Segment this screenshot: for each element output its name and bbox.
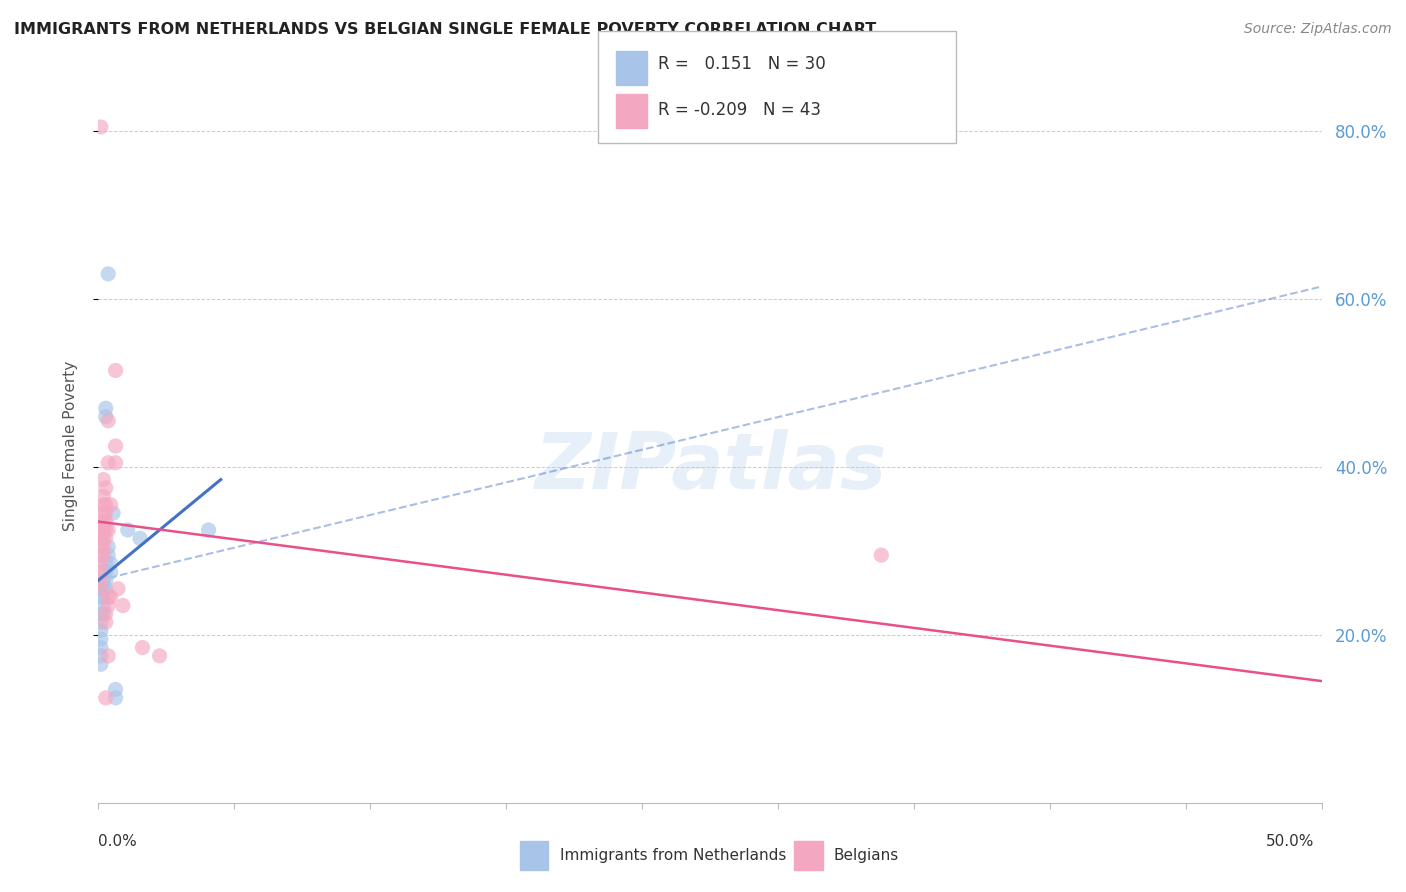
Point xyxy=(129,532,152,546)
Point xyxy=(91,523,114,537)
Point xyxy=(91,607,114,621)
Point xyxy=(94,615,117,630)
Point xyxy=(91,489,114,503)
Point xyxy=(90,590,112,604)
Point xyxy=(94,481,117,495)
Point xyxy=(90,640,112,655)
Point xyxy=(97,540,120,554)
Text: ZIPatlas: ZIPatlas xyxy=(534,429,886,506)
Point xyxy=(101,506,124,520)
Point xyxy=(90,657,112,672)
Point xyxy=(90,565,112,579)
Point xyxy=(90,540,112,554)
Point xyxy=(104,363,127,377)
Point xyxy=(94,532,117,546)
Point xyxy=(90,548,112,562)
Point xyxy=(104,682,127,697)
Point xyxy=(90,648,112,663)
Point xyxy=(91,540,114,554)
Point xyxy=(90,624,112,638)
Y-axis label: Single Female Poverty: Single Female Poverty xyxy=(63,361,77,531)
Point xyxy=(91,498,114,512)
Point xyxy=(104,439,127,453)
Point xyxy=(94,557,117,571)
Point xyxy=(90,574,112,588)
Point xyxy=(94,582,117,596)
Point xyxy=(94,401,117,416)
Text: Immigrants from Netherlands: Immigrants from Netherlands xyxy=(560,848,786,863)
Point xyxy=(91,515,114,529)
Point xyxy=(91,473,114,487)
Point xyxy=(97,590,120,604)
Point xyxy=(91,532,114,546)
Point xyxy=(131,640,153,655)
Text: 50.0%: 50.0% xyxy=(1267,834,1315,849)
Point xyxy=(100,498,122,512)
Point xyxy=(100,557,122,571)
Text: IMMIGRANTS FROM NETHERLANDS VS BELGIAN SINGLE FEMALE POVERTY CORRELATION CHART: IMMIGRANTS FROM NETHERLANDS VS BELGIAN S… xyxy=(14,22,876,37)
Text: R =   0.151   N = 30: R = 0.151 N = 30 xyxy=(658,55,825,73)
Point xyxy=(94,574,117,588)
Point xyxy=(104,456,127,470)
Point xyxy=(90,582,112,596)
Point xyxy=(94,409,117,424)
Point xyxy=(90,523,112,537)
Point xyxy=(91,599,114,613)
Point xyxy=(870,548,893,562)
Point xyxy=(197,523,219,537)
Point xyxy=(91,506,114,520)
Point xyxy=(94,565,117,579)
Point xyxy=(97,414,120,428)
Point xyxy=(94,506,117,520)
Point xyxy=(107,582,129,596)
Point xyxy=(94,607,117,621)
Point xyxy=(94,690,117,705)
Point xyxy=(111,599,134,613)
Point xyxy=(90,615,112,630)
Point xyxy=(117,523,139,537)
Point xyxy=(97,599,120,613)
Text: 0.0%: 0.0% xyxy=(98,834,138,849)
Point xyxy=(97,523,120,537)
Text: R = -0.209   N = 43: R = -0.209 N = 43 xyxy=(658,101,821,119)
Point xyxy=(104,690,127,705)
Point xyxy=(97,456,120,470)
Point xyxy=(94,498,117,512)
Point xyxy=(97,648,120,663)
Text: Source: ZipAtlas.com: Source: ZipAtlas.com xyxy=(1244,22,1392,37)
Point xyxy=(90,557,112,571)
Point xyxy=(90,632,112,646)
Point xyxy=(90,607,112,621)
Point xyxy=(94,515,117,529)
Point xyxy=(91,574,114,588)
Point xyxy=(97,267,120,281)
Point xyxy=(91,582,114,596)
Point xyxy=(90,532,112,546)
Point xyxy=(91,590,114,604)
Point xyxy=(100,590,122,604)
Point xyxy=(94,523,117,537)
Point xyxy=(90,120,112,134)
Point xyxy=(91,548,114,562)
Text: Belgians: Belgians xyxy=(834,848,898,863)
Point xyxy=(100,565,122,579)
Point xyxy=(97,548,120,562)
Point xyxy=(149,648,172,663)
